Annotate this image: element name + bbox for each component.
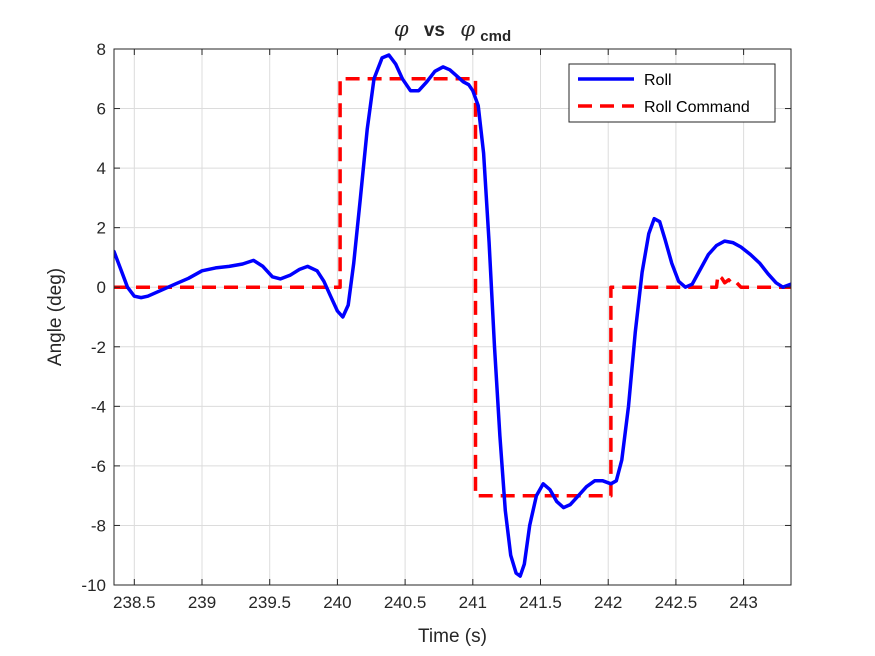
legend-label-roll: Roll [644, 72, 672, 89]
series-line-roll-command [114, 77, 791, 498]
x-tick-label: 239 [188, 593, 216, 612]
y-tick-label: -8 [91, 516, 106, 535]
legend-label-roll-command: Roll Command [644, 99, 750, 116]
axis-ticks: 238.5 239 239.5 240 240.5 241 241.5 242 242.5 243… [81, 40, 791, 612]
plot-area [114, 53, 791, 578]
axes-frame [113, 48, 792, 586]
x-tick-label: 239.5 [248, 593, 291, 612]
y-axis-label: Angle (deg) [45, 268, 66, 366]
x-tick-label: 243 [729, 593, 757, 612]
x-tick-label: 242.5 [655, 593, 698, 612]
y-tick-label: 4 [97, 159, 106, 178]
title-vs: vs [424, 20, 445, 41]
x-tick-label: 241.5 [519, 593, 562, 612]
x-tick-label: 241 [459, 593, 487, 612]
x-tick-label: 242 [594, 593, 622, 612]
y-tick-label: 2 [97, 219, 106, 238]
grid [114, 48, 791, 586]
y-tick-label: -6 [91, 457, 106, 476]
legend: Roll Roll Command [568, 63, 776, 123]
legend-box [568, 63, 776, 123]
title-phi: φ [394, 17, 409, 41]
chart-title: φ vs φ cmd [394, 17, 511, 45]
x-axis-label: Time (s) [418, 626, 487, 647]
y-tick-label: -4 [91, 397, 106, 416]
x-tick-label: 240 [323, 593, 351, 612]
title-phi-cmd: φ [460, 17, 475, 41]
y-tick-label: 0 [97, 278, 106, 297]
title-subscript: cmd [480, 28, 511, 45]
y-tick-label: -10 [81, 576, 106, 595]
y-tick-label: -2 [91, 338, 106, 357]
y-tick-label: 6 [97, 100, 106, 119]
series-line-roll [114, 53, 791, 578]
x-tick-label: 238.5 [113, 593, 156, 612]
x-tick-label: 240.5 [384, 593, 427, 612]
y-tick-label: 8 [97, 40, 106, 59]
